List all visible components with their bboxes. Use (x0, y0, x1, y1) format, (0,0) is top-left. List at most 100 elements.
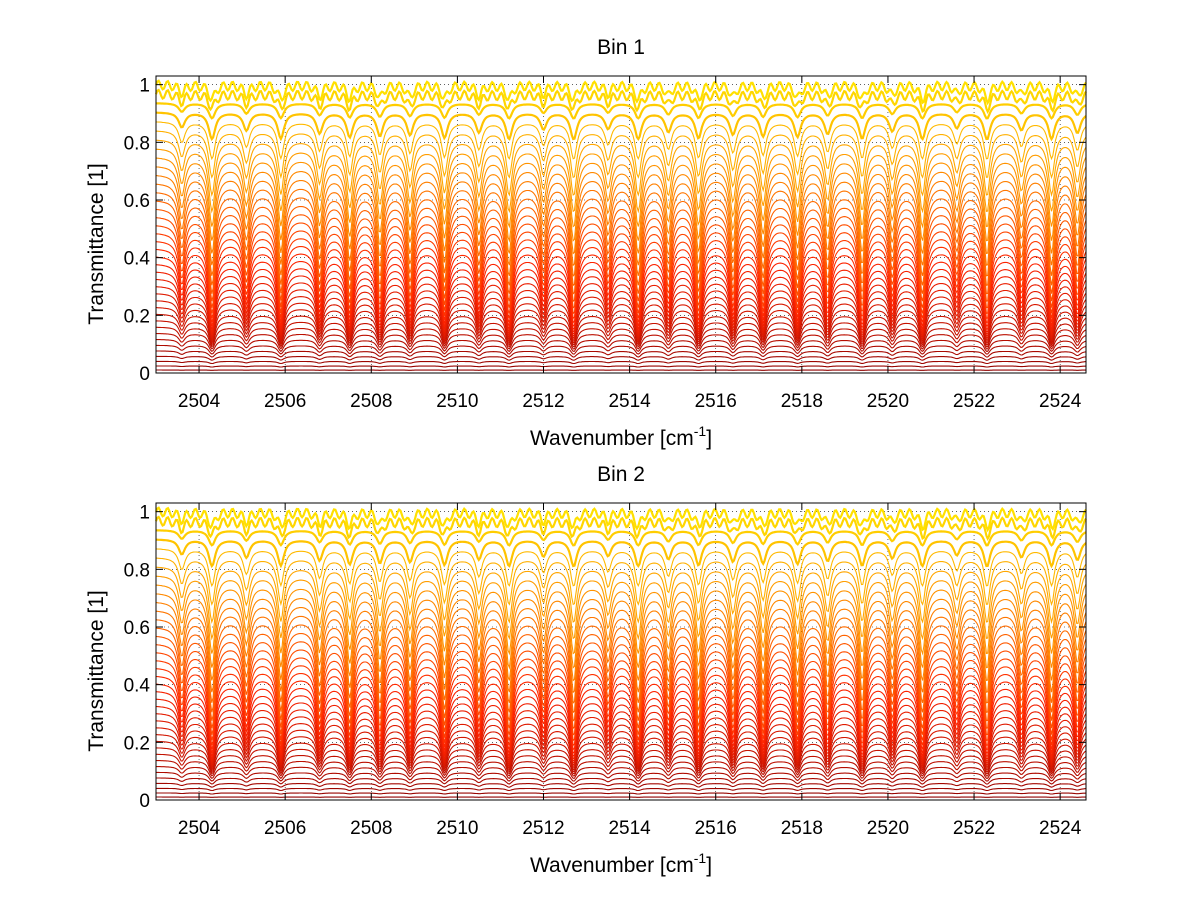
spectrum-series (156, 747, 1087, 773)
spectrum-series (155, 256, 1087, 329)
spectrum-series (155, 148, 1087, 214)
spectrum-series (156, 339, 1087, 353)
spectrum-series (155, 300, 1087, 342)
plot-area: 2504 2506 2508 2510 2512 2514 2516 2518 2520 2522… (124, 75, 1087, 412)
spectrum-series (155, 192, 1087, 277)
spectrum-series (155, 121, 1087, 161)
chart-title: Bin 1 (597, 36, 645, 59)
spectrum-series (155, 584, 1087, 656)
spectrum-series (155, 698, 1087, 761)
spectrum-series (155, 593, 1087, 670)
y-axis-label: Transmittance [1] (85, 163, 108, 324)
spectrum-series (155, 264, 1087, 332)
y-tick-label: 0.8 (124, 560, 150, 581)
x-tick-label: 2508 (350, 391, 392, 412)
x-tick-label: 2516 (695, 391, 737, 412)
spectrum-series (156, 350, 1087, 358)
spectrum-series (155, 652, 1087, 736)
y-tick-label: 0.4 (124, 676, 151, 697)
x-axis-label: Wavenumber [cm-1] (530, 423, 712, 450)
spectrum-series (155, 130, 1087, 180)
spectrum-series (156, 753, 1087, 775)
spectrum-series (155, 691, 1087, 759)
spectrum-series (155, 157, 1087, 229)
spectrum-series (156, 365, 1087, 368)
spectrum-series (154, 88, 1087, 114)
x-tick-label: 2516 (695, 818, 737, 839)
y-tick-label: 0 (139, 791, 150, 812)
x-tick-label: 2514 (608, 391, 651, 412)
spectrum-series (155, 208, 1087, 295)
spectrum-series (155, 635, 1087, 722)
spectrum-series (156, 792, 1087, 795)
chart-bin-2: Bin 2 Transmittance [1] Wavenumber [cm-1… (85, 463, 1087, 877)
spectrum-series (155, 740, 1087, 772)
spectrum-series (156, 777, 1087, 785)
y-axis-label: Transmittance [1] (85, 590, 108, 751)
spectrum-series (155, 217, 1087, 303)
spectrum-series (155, 705, 1087, 764)
spectrum-series (155, 139, 1087, 198)
x-tick-label: 2504 (178, 818, 221, 839)
spectrum-series (155, 248, 1087, 325)
spectrum-series (155, 575, 1087, 641)
spectrum-series (155, 529, 1087, 547)
x-tick-label: 2506 (264, 818, 306, 839)
y-tick-label: 0 (139, 364, 150, 385)
spectrum-series (155, 166, 1087, 243)
spectrum-series (156, 320, 1087, 346)
x-tick-label: 2518 (781, 818, 823, 839)
spectrum-series (155, 668, 1087, 747)
spectrum-series (155, 307, 1087, 343)
x-tick-label: 2510 (436, 391, 478, 412)
spectrum-series (155, 627, 1087, 714)
spectrum-series (155, 200, 1087, 287)
spectrum-series (155, 278, 1087, 337)
spectrum-series (155, 293, 1087, 340)
spectrum-series (155, 782, 1087, 788)
spectrum-series (155, 610, 1087, 694)
x-tick-label: 2524 (1039, 391, 1082, 412)
spectrum-series (154, 506, 1087, 533)
spectrum-series (155, 102, 1087, 120)
axes-box (155, 75, 1087, 374)
spectrum-series (155, 355, 1087, 361)
spectrum-series (155, 602, 1087, 682)
spectrum-series (155, 313, 1087, 345)
x-tick-label: 2522 (953, 818, 995, 839)
spectrum-series (155, 241, 1087, 320)
spectrum-series (155, 727, 1087, 769)
x-tick-label: 2520 (867, 818, 909, 839)
spectrum-series (155, 175, 1087, 255)
spectrum-series (156, 111, 1087, 142)
spectrum-series (156, 360, 1087, 365)
x-tick-label: 2512 (522, 818, 564, 839)
y-tick-label: 0.6 (124, 191, 150, 212)
spectrum-series (155, 734, 1087, 770)
spectrum-series (155, 619, 1087, 704)
spectrum-series (156, 344, 1087, 355)
chart-bin-1: Bin 1 Transmittance [1] Wavenumber [cm-1… (85, 36, 1087, 450)
spectrum-series (156, 766, 1087, 780)
y-tick-label: 0.4 (124, 249, 151, 270)
x-tick-label: 2512 (522, 391, 564, 412)
spectrum-series (155, 720, 1087, 767)
x-tick-label: 2508 (350, 818, 392, 839)
y-tick-label: 0.2 (124, 306, 150, 327)
x-axis-label: Wavenumber [cm-1] (530, 850, 712, 877)
y-tick-label: 0.6 (124, 618, 150, 639)
chart-title: Bin 2 (597, 463, 645, 486)
spectrum-series (155, 557, 1087, 607)
spectrum-series (155, 644, 1087, 730)
spectrum-series (154, 79, 1087, 106)
spectrum-series (155, 225, 1087, 309)
spectrum-series (155, 286, 1087, 338)
spectrum-series (156, 771, 1087, 782)
spectrum-series (156, 326, 1087, 348)
spectrum-series (155, 713, 1087, 765)
spectrum-series (156, 538, 1087, 569)
x-tick-label: 2506 (264, 391, 306, 412)
y-tick-label: 1 (139, 503, 150, 524)
x-tick-label: 2520 (867, 391, 909, 412)
spectrum-series (154, 515, 1087, 541)
